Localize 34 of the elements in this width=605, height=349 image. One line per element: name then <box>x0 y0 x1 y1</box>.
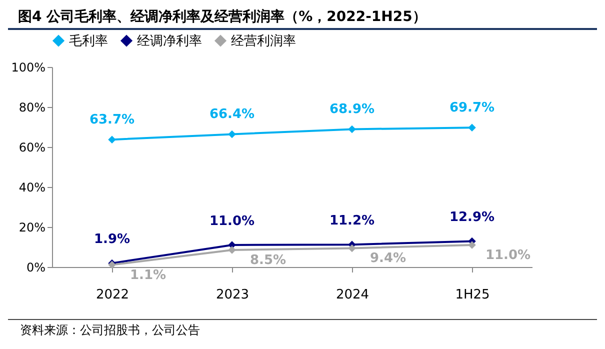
chart-title: 图4 公司毛利率、经调净利率及经营利润率（%，2022-1H25） <box>8 0 597 30</box>
data-label: 1.9% <box>94 232 130 248</box>
y-tick-label: 40% <box>18 180 46 194</box>
y-tick-label: 0% <box>26 260 46 274</box>
point <box>348 125 356 134</box>
data-label: 1.1% <box>130 268 166 283</box>
x-tick-label: 2022 <box>96 288 130 302</box>
x-tick-label: 2024 <box>336 288 370 302</box>
data-label: 11.0% <box>485 248 531 263</box>
data-label: 12.9% <box>449 210 495 226</box>
point <box>468 124 476 132</box>
point <box>228 246 236 254</box>
data-label: 68.9% <box>329 102 375 118</box>
data-label: 69.7% <box>449 100 495 116</box>
y-tick-label: 60% <box>18 140 46 154</box>
data-label: 8.5% <box>250 253 286 268</box>
legend-label: 毛利率 <box>69 32 108 49</box>
x-tick-label: 1H25 <box>455 288 490 302</box>
text: 资料来源：公司招股书，公司公告 <box>8 319 597 341</box>
legend-label: 经调净利率 <box>137 32 202 49</box>
data-label: 11.0% <box>209 214 255 229</box>
point <box>348 244 356 252</box>
y-tick-label: 20% <box>18 220 46 234</box>
legend-label: 经营利润率 <box>231 32 296 49</box>
data-label: 66.4% <box>209 107 255 122</box>
point <box>468 241 476 249</box>
x-tick-label: 2023 <box>216 288 250 302</box>
y-tick-label: 100% <box>11 60 46 74</box>
data-label: 63.7% <box>89 112 135 128</box>
data-label: 9.4% <box>370 251 406 266</box>
y-tick-label: 80% <box>18 100 46 114</box>
data-label: 11.2% <box>329 214 375 229</box>
point <box>108 136 116 144</box>
point <box>228 130 236 138</box>
